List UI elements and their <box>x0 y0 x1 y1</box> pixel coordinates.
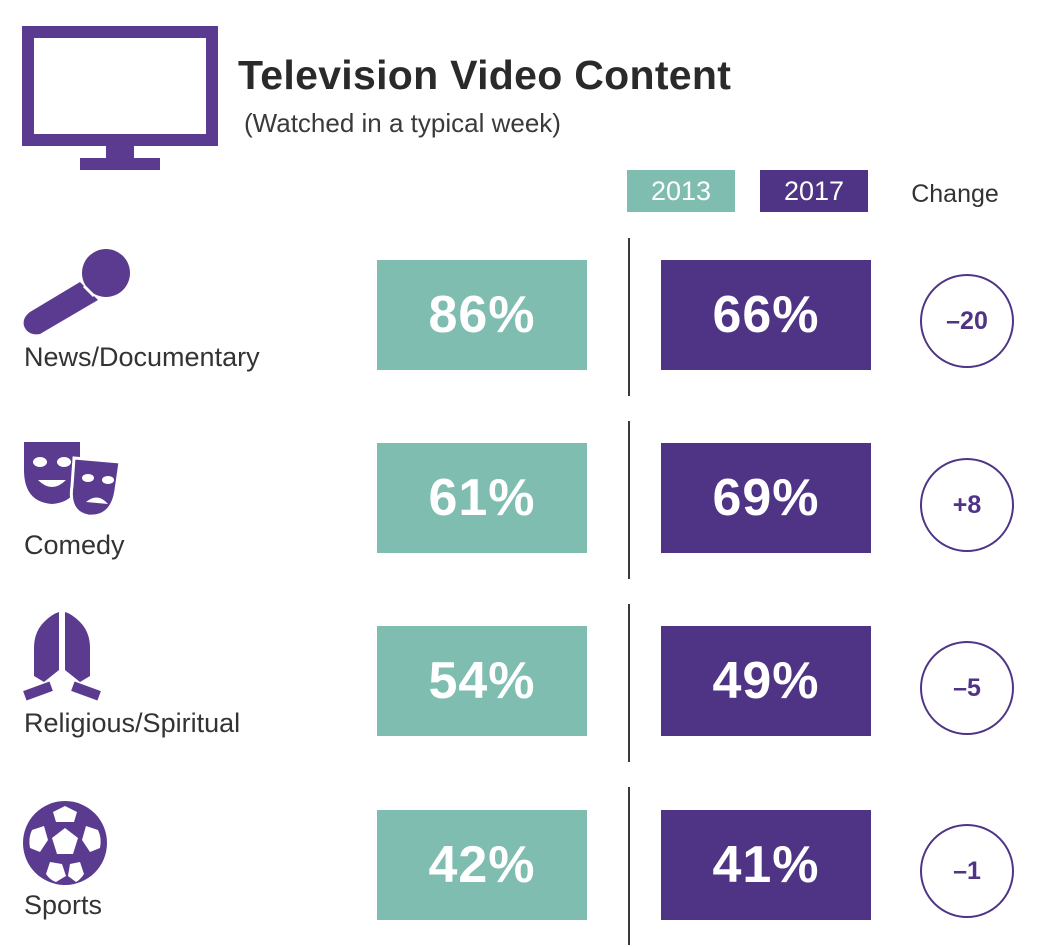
row-divider <box>628 787 630 945</box>
row-divider <box>628 604 630 762</box>
change-badge-comedy: +8 <box>920 458 1014 552</box>
category-label-comedy: Comedy <box>24 530 125 560</box>
row-divider <box>628 421 630 579</box>
value-2017-news: 66% <box>661 260 871 370</box>
value-2017-sports: 41% <box>661 810 871 920</box>
value-2017-religious: 49% <box>661 626 871 736</box>
category-label-religious: Religious/Spiritual <box>24 708 241 738</box>
category-label-sports: Sports <box>24 890 103 920</box>
column-header-2013: 2013 <box>627 170 735 212</box>
theater-masks-icon <box>24 442 122 518</box>
value-2017-comedy: 69% <box>661 443 871 553</box>
column-header-2017: 2017 <box>760 170 868 212</box>
microphone-icon <box>23 249 130 335</box>
television-icon <box>22 26 218 170</box>
change-badge-news: –20 <box>920 274 1014 368</box>
chart-title: Television Video Content <box>238 52 732 98</box>
change-badge-sports: –1 <box>920 824 1014 918</box>
value-2013-religious: 54% <box>377 626 587 736</box>
value-2013-comedy: 61% <box>377 443 587 553</box>
change-badge-religious: –5 <box>920 641 1014 735</box>
row-divider <box>628 238 630 396</box>
chart-subtitle: (Watched in a typical week) <box>244 108 561 138</box>
column-header-change: Change <box>911 180 999 208</box>
value-2013-news: 86% <box>377 260 587 370</box>
category-label-news: News/Documentary <box>24 342 260 372</box>
soccer-ball-icon <box>23 801 107 885</box>
value-2013-sports: 42% <box>377 810 587 920</box>
praying-hands-icon <box>23 612 101 701</box>
